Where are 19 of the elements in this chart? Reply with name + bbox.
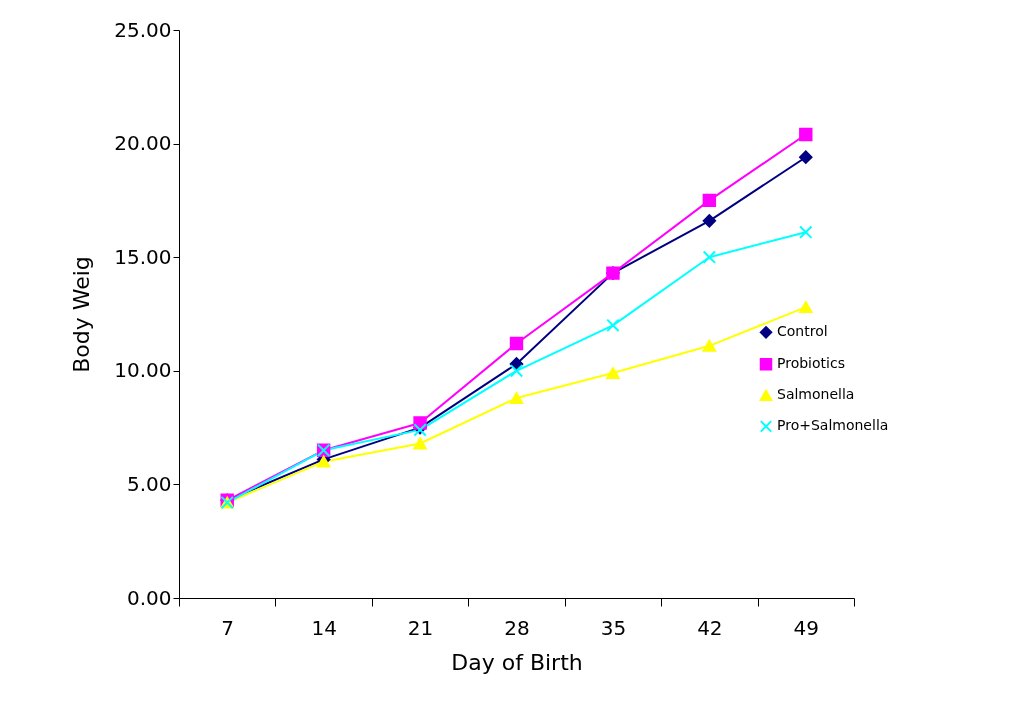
x-tick-label: 21 — [407, 615, 434, 640]
y-tick-label: 5.00 — [126, 471, 172, 496]
x-tick-label: 49 — [793, 615, 820, 640]
y-tick-label: 10.00 — [114, 358, 172, 383]
x-tick-label: 28 — [504, 615, 530, 640]
y-axis-title: Body Weig — [69, 256, 95, 373]
x-tick-label: 42 — [697, 615, 723, 640]
y-tick-label: 15.00 — [114, 244, 172, 269]
y-tick-label: 25.00 — [114, 17, 172, 42]
y-tick-label: 20.00 — [114, 131, 172, 156]
legend-label: Control — [777, 323, 828, 340]
x-axis-title: Day of Birth — [451, 649, 583, 675]
x-tick-label: 7 — [221, 615, 235, 640]
y-tick-label: 0.00 — [126, 585, 172, 610]
x-tick-label: 35 — [600, 615, 627, 640]
legend-label: Pro+Salmonella — [777, 417, 889, 434]
x-tick-label: 14 — [311, 615, 337, 640]
legend-label: Salmonella — [777, 386, 855, 403]
legend-label: Probiotics — [777, 355, 845, 372]
